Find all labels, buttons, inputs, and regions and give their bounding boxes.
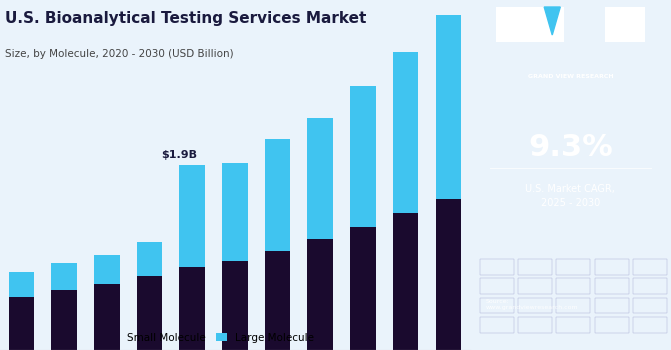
- Text: Source:
www.grandviewresearch.com: Source: www.grandviewresearch.com: [486, 299, 578, 310]
- Bar: [94, 284, 119, 350]
- Bar: [265, 251, 291, 350]
- FancyBboxPatch shape: [496, 7, 536, 42]
- Legend: Small Molecule, Large Molecule: Small Molecule, Large Molecule: [103, 328, 319, 348]
- Bar: [435, 15, 461, 199]
- Bar: [179, 267, 205, 350]
- Bar: [137, 276, 162, 350]
- Polygon shape: [544, 7, 560, 35]
- Text: U.S. Bioanalytical Testing Services Market: U.S. Bioanalytical Testing Services Mark…: [5, 10, 366, 26]
- Text: Size, by Molecule, 2020 - 2030 (USD Billion): Size, by Molecule, 2020 - 2030 (USD Bill…: [5, 49, 234, 59]
- Bar: [435, 199, 461, 350]
- Text: GRAND VIEW RESEARCH: GRAND VIEW RESEARCH: [527, 75, 613, 79]
- Bar: [265, 139, 291, 251]
- Bar: [350, 85, 376, 226]
- Bar: [51, 262, 77, 290]
- Bar: [94, 255, 119, 284]
- Bar: [222, 260, 248, 350]
- Bar: [179, 165, 205, 267]
- Text: $1.9B: $1.9B: [161, 149, 197, 160]
- Bar: [350, 226, 376, 350]
- Bar: [9, 272, 34, 296]
- Bar: [307, 239, 333, 350]
- Bar: [393, 52, 419, 213]
- FancyBboxPatch shape: [524, 7, 564, 42]
- Text: 9.3%: 9.3%: [528, 133, 613, 161]
- Bar: [137, 242, 162, 276]
- Bar: [307, 118, 333, 239]
- Bar: [51, 290, 77, 350]
- Bar: [393, 213, 419, 350]
- Bar: [9, 296, 34, 350]
- FancyBboxPatch shape: [605, 7, 645, 42]
- Bar: [222, 163, 248, 260]
- Text: U.S. Market CAGR,
2025 - 2030: U.S. Market CAGR, 2025 - 2030: [525, 184, 615, 208]
